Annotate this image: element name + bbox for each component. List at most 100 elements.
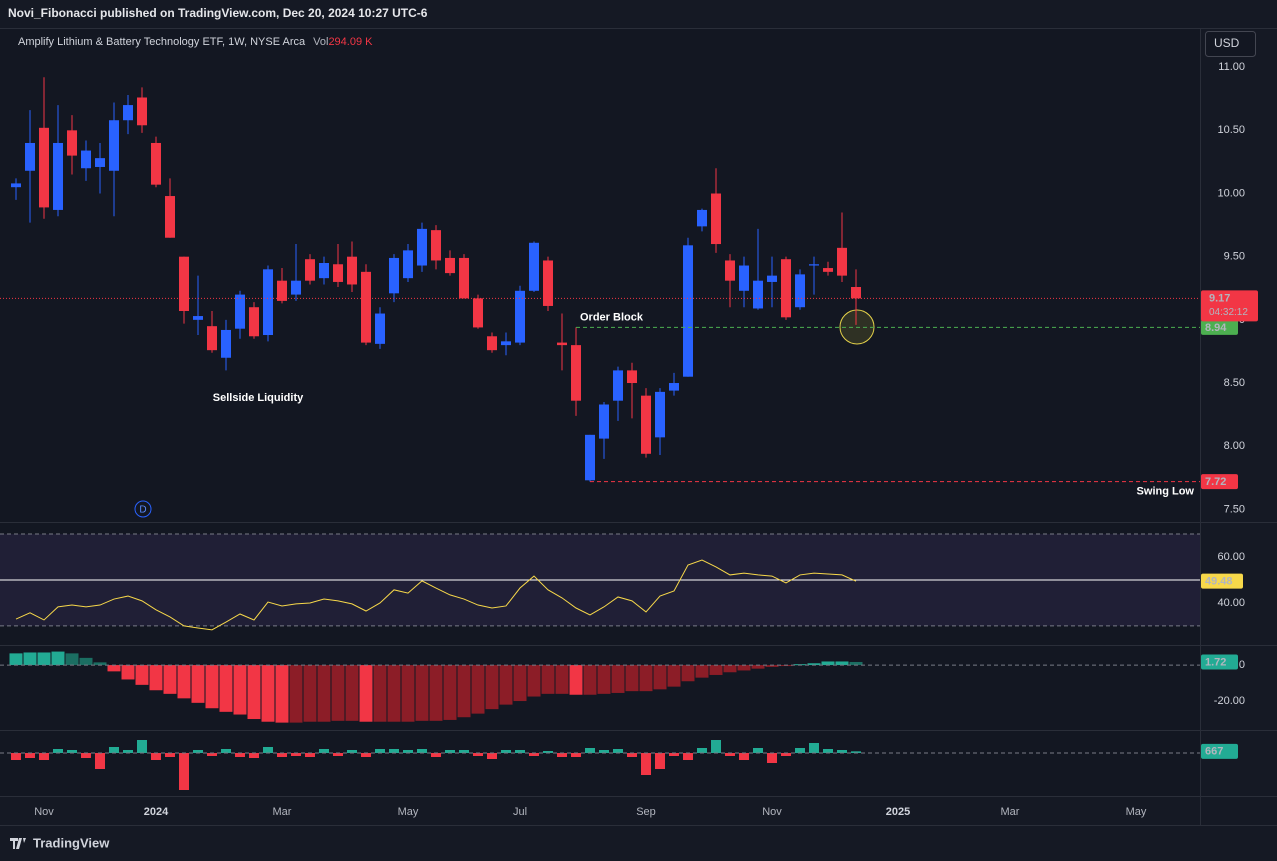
chart-title: Amplify Lithium & Battery Technology ETF… <box>18 36 373 48</box>
candle-body <box>11 183 21 188</box>
bar <box>459 750 469 753</box>
bar <box>51 651 65 666</box>
event-marker-ring[interactable] <box>134 500 152 518</box>
y-tick-label: -20.00 <box>1214 695 1245 707</box>
x-tick-label: Nov <box>762 806 782 818</box>
candle-body <box>431 230 441 261</box>
brand-logo <box>10 838 26 849</box>
y-tick-label: 8.50 <box>1224 377 1245 389</box>
title: Amplify Lithium & Battery Technology ETF… <box>18 36 306 48</box>
candle-body <box>641 395 651 454</box>
event-marker[interactable]: D <box>139 505 146 516</box>
bar <box>65 653 79 666</box>
candle-body <box>711 193 721 245</box>
y-tick-label: 8.00 <box>1224 440 1245 452</box>
bar <box>221 749 231 753</box>
bar <box>11 753 21 760</box>
bar <box>711 740 721 753</box>
bar <box>415 665 429 721</box>
bar <box>235 753 245 757</box>
bar <box>165 753 175 757</box>
pane-borders <box>0 28 1277 826</box>
level-value-box <box>1201 474 1238 490</box>
bar <box>25 753 35 758</box>
bar <box>515 750 525 753</box>
currency[interactable]: USD <box>1214 36 1240 50</box>
bar <box>723 665 737 673</box>
candle-body <box>515 290 525 343</box>
bar <box>697 748 707 753</box>
bar <box>737 665 751 671</box>
bar <box>555 665 569 694</box>
candle-body <box>739 265 749 291</box>
bar <box>277 753 287 757</box>
candle-body <box>53 142 63 210</box>
bar <box>709 665 723 675</box>
bar <box>247 665 261 720</box>
bar <box>345 665 359 721</box>
bar <box>639 665 653 692</box>
bar <box>611 665 625 693</box>
candle-body <box>235 294 245 329</box>
bar <box>585 748 595 753</box>
bar <box>457 665 471 718</box>
x-tick-label: Mar <box>1001 806 1020 818</box>
candle-body <box>109 120 119 171</box>
bar <box>513 665 527 702</box>
bar <box>765 665 779 667</box>
candle-body <box>123 105 133 121</box>
last-value: 1.72 <box>1205 656 1226 668</box>
brand: TradingView <box>33 835 110 850</box>
bar <box>137 740 147 753</box>
candle-body <box>753 280 763 309</box>
bar <box>191 665 205 703</box>
bar <box>219 665 233 712</box>
y-tick-label: 60.00 <box>1217 551 1245 563</box>
y-tick-label: 9.50 <box>1224 251 1245 263</box>
candle-body <box>445 257 455 274</box>
bar <box>823 749 833 753</box>
x-tick-label: May <box>398 806 419 818</box>
bar <box>333 753 343 756</box>
bar <box>597 665 611 694</box>
bar <box>305 753 315 757</box>
bar <box>837 750 847 753</box>
countdown: 04:32:12 <box>1209 307 1248 318</box>
bar <box>683 753 693 760</box>
candle-body <box>95 158 105 167</box>
candle-body <box>375 313 385 344</box>
bar <box>23 652 37 666</box>
bar <box>261 665 275 722</box>
candle-body <box>473 298 483 328</box>
level-value-box <box>1201 319 1238 335</box>
bar <box>627 753 637 757</box>
candle-body <box>725 260 735 281</box>
last-value: 667 <box>1205 746 1223 758</box>
bar <box>107 665 121 672</box>
bar <box>487 753 497 759</box>
bar <box>569 665 583 695</box>
candle-body <box>25 142 35 171</box>
candle-body <box>669 383 679 391</box>
last-price: 9.17 <box>1209 292 1230 304</box>
annotation: Sellside Liquidity <box>213 392 304 404</box>
candle-body <box>361 271 371 343</box>
candle-body <box>501 341 511 346</box>
bar <box>667 665 681 687</box>
candle-body <box>683 245 693 377</box>
bar <box>541 665 555 694</box>
bar <box>557 753 567 757</box>
bar <box>809 743 819 753</box>
level-value: 7.72 <box>1205 476 1226 488</box>
candle-body <box>599 404 609 439</box>
candle-body <box>333 264 343 282</box>
candle-body <box>823 268 833 272</box>
bar <box>207 753 217 756</box>
currency-box[interactable] <box>1205 31 1256 57</box>
bar <box>485 665 499 710</box>
last-value-box <box>1201 573 1243 589</box>
x-tick-label: Nov <box>34 806 54 818</box>
bar <box>135 665 149 685</box>
bar <box>445 750 455 753</box>
